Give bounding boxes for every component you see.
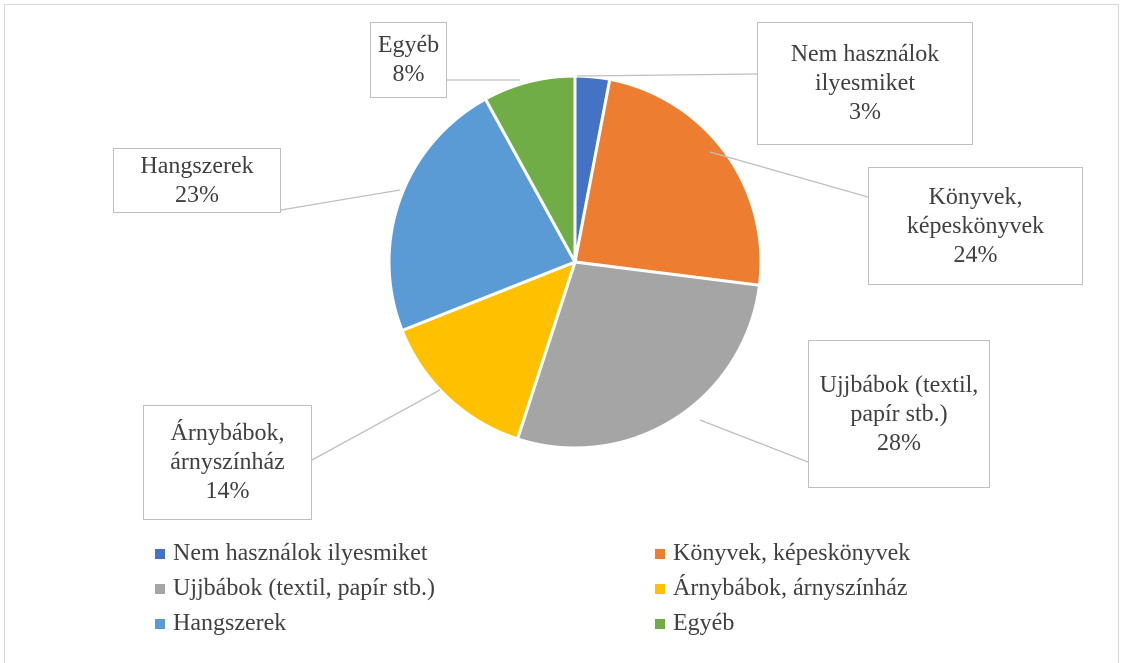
data-label: Könyvek, képeskönyvek 24%	[868, 167, 1083, 285]
data-label-category: Árnybábok, árnyszínház	[170, 420, 285, 475]
pie-slice	[515, 260, 762, 450]
legend-label: Árnybábok, árnyszínház	[673, 575, 908, 601]
legend-swatch	[655, 618, 665, 629]
leader-line	[311, 389, 441, 461]
legend-label: Ujjbábok (textil, papír stb.)	[173, 575, 435, 601]
data-label: Árnybábok, árnyszínház 14%	[143, 405, 312, 520]
data-label: Ujjbábok (textil, papír stb.) 28%	[808, 340, 990, 488]
chart-frame	[4, 4, 1119, 663]
data-label-category: Ujjbábok (textil, papír stb.)	[819, 371, 979, 427]
pie-slice	[387, 96, 578, 333]
legend-item: Hangszerek	[155, 610, 286, 637]
legend-item: Nem használok ilyesmiket	[155, 540, 428, 567]
legend-label: Nem használok ilyesmiket	[173, 540, 428, 566]
pie-slice	[400, 259, 578, 441]
legend-swatch	[655, 548, 665, 559]
data-label: Nem használok ilyesmiket 3%	[757, 22, 973, 145]
data-label-category: Hangszerek	[140, 152, 254, 179]
pie-slice	[483, 74, 577, 263]
data-label: Hangszerek 23%	[113, 148, 281, 213]
legend-label: Könyvek, képeskönyvek	[673, 540, 911, 566]
leader-line	[280, 189, 401, 211]
leader-line	[699, 419, 809, 463]
data-label-category: Egyéb	[377, 32, 440, 58]
pie-slice	[573, 77, 763, 287]
legend-item: Könyvek, képeskönyvek	[655, 540, 910, 567]
legend-label: Hangszerek	[173, 610, 287, 636]
data-label-value: 14%	[205, 478, 250, 504]
legend-item: Árnybábok, árnyszínház	[655, 575, 908, 602]
legend-swatch	[155, 548, 165, 559]
data-label-value: 23%	[175, 181, 219, 208]
legend-label: Egyéb	[673, 610, 735, 636]
data-label: Egyéb 8%	[370, 22, 447, 98]
legend-swatch	[155, 618, 165, 629]
legend-item: Ujjbábok (textil, papír stb.)	[155, 575, 435, 602]
legend-item: Egyéb	[655, 610, 734, 637]
legend-swatch	[655, 583, 665, 594]
leader-line	[709, 151, 869, 198]
data-label-category: Nem használok ilyesmiket	[790, 41, 940, 96]
data-label-value: 28%	[877, 429, 921, 456]
data-label-category: Könyvek, képeskönyvek	[906, 183, 1045, 239]
data-label-value: 3%	[849, 99, 881, 125]
data-label-value: 8%	[392, 61, 425, 87]
legend-swatch	[155, 583, 165, 594]
leader-line	[576, 73, 758, 77]
data-label-value: 24%	[953, 241, 998, 268]
